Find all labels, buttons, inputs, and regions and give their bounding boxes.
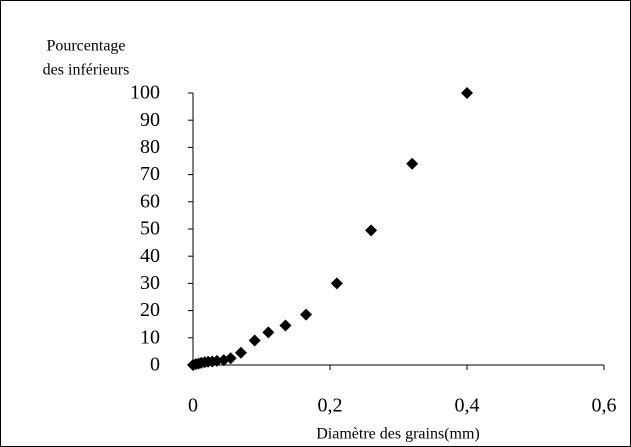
- data-point: [406, 157, 419, 170]
- x-axis-label: Diamètre des grains(mm): [316, 426, 480, 443]
- data-point: [224, 352, 237, 365]
- data-point: [234, 346, 247, 359]
- y-tick-label: 20: [140, 299, 160, 321]
- y-tick-label: 60: [140, 190, 160, 212]
- data-point: [262, 326, 275, 339]
- x-tick-label: 0,4: [455, 395, 480, 417]
- data-point: [300, 308, 313, 321]
- x-tick-label: 0,2: [318, 395, 343, 417]
- x-tick-label: 0: [188, 395, 198, 417]
- y-tick-label: 90: [140, 109, 160, 131]
- x-tick-label: 0,6: [592, 395, 617, 417]
- y-tick-label: 10: [140, 326, 160, 348]
- y-tick-label: 40: [140, 245, 160, 267]
- y-axis-label: Pourcentage: [46, 38, 125, 55]
- y-tick-label: 80: [140, 136, 160, 158]
- y-tick-label: 0: [150, 354, 160, 376]
- data-point: [279, 319, 292, 332]
- y-tick-label: 30: [140, 272, 160, 294]
- data-point: [461, 87, 473, 99]
- data-point: [365, 224, 378, 237]
- y-axis-label: des inférieurs: [43, 62, 130, 79]
- data-point: [248, 334, 261, 347]
- data-point: [210, 354, 223, 367]
- y-tick-label: 100: [130, 82, 160, 104]
- y-tick-label: 50: [140, 218, 160, 240]
- y-tick-label: 70: [140, 163, 160, 185]
- data-point: [330, 277, 343, 290]
